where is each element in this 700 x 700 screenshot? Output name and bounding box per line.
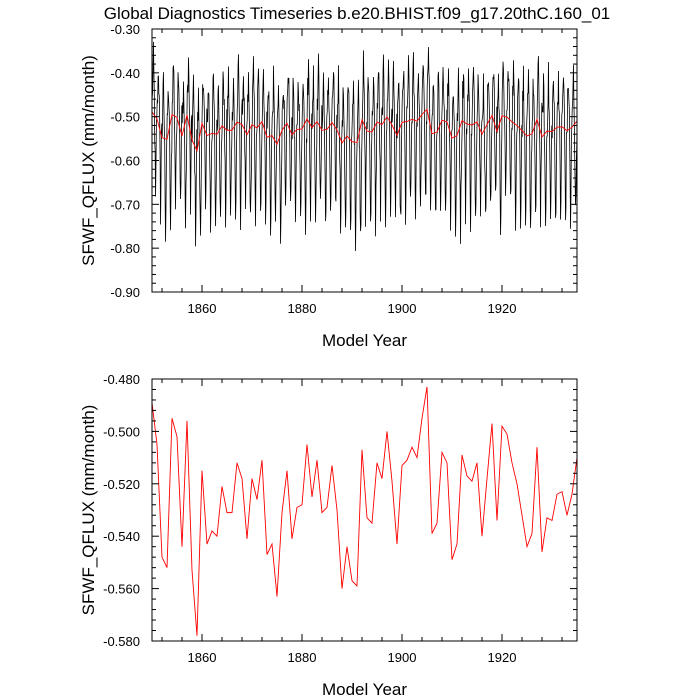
x-axis-label: Model Year bbox=[322, 331, 407, 350]
y-tick-label: -0.500 bbox=[103, 424, 140, 439]
y-tick-label: -0.520 bbox=[103, 477, 140, 492]
bottom-annual-mean-panel: 1860 1880 1900 1920 -0.580 -0.560 -0.540 -0.520… bbox=[79, 372, 578, 699]
x-tick-label: 1920 bbox=[488, 650, 517, 665]
chart-title: Global Diagnostics Timeseries b.e20.BHIS… bbox=[104, 4, 611, 23]
x-tick-label: 1880 bbox=[288, 301, 317, 316]
y-tick-label: -0.90 bbox=[110, 285, 140, 300]
y-tick-label: -0.80 bbox=[110, 241, 140, 256]
y-tick-label: -0.70 bbox=[110, 197, 140, 212]
y-tick-label: -0.50 bbox=[110, 110, 140, 125]
plot-frame bbox=[151, 378, 578, 642]
y-tick-label: -0.60 bbox=[110, 154, 140, 169]
y-tick-label: -0.480 bbox=[103, 372, 140, 387]
annual-mean-series-line bbox=[152, 108, 577, 153]
y-tick-label: -0.540 bbox=[103, 529, 140, 544]
top-timeseries-panel: 1860 1880 1900 1920 -0.90 -0.80 -0.70 -0.60 -0.5… bbox=[79, 22, 578, 350]
y-axis-label: SFWF_QFLUX (mm/month) bbox=[79, 405, 98, 616]
x-tick-label: 1860 bbox=[188, 301, 217, 316]
x-tick-label: 1900 bbox=[388, 301, 417, 316]
y-tick-label: -0.30 bbox=[110, 22, 140, 37]
y-tick-label: -0.40 bbox=[110, 66, 140, 81]
x-tick-label: 1920 bbox=[488, 301, 517, 316]
y-tick-label: -0.580 bbox=[103, 634, 140, 649]
x-axis-label: Model Year bbox=[322, 680, 407, 699]
x-tick-label: 1880 bbox=[288, 650, 317, 665]
plot-area bbox=[152, 386, 577, 636]
monthly-series-line bbox=[152, 41, 577, 252]
y-axis-label: SFWF_QFLUX (mm/month) bbox=[79, 55, 98, 266]
plot-area bbox=[152, 41, 577, 252]
x-tick-label: 1860 bbox=[188, 650, 217, 665]
x-tick-label: 1900 bbox=[388, 650, 417, 665]
annual-mean-series-line bbox=[152, 386, 577, 636]
y-tick-label: -0.560 bbox=[103, 582, 140, 597]
